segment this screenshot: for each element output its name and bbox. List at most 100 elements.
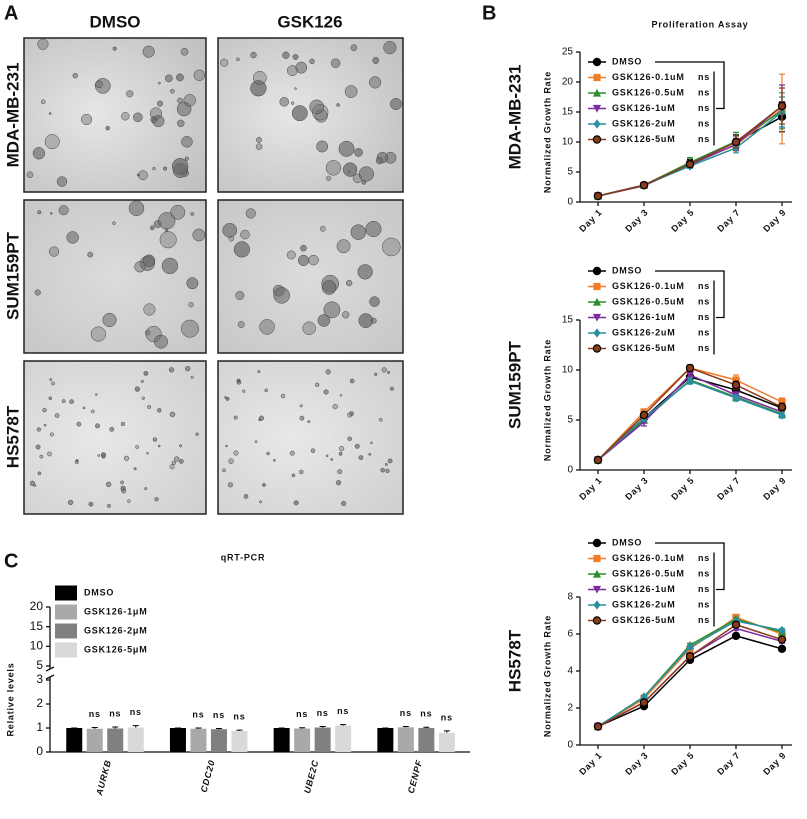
legend-marker [592,88,602,97]
legend-label: GSK126-0.5uM [612,296,685,306]
bar [335,725,352,752]
y-tick-label: 10 [30,639,44,653]
cell [299,469,304,475]
cell [186,277,199,290]
bar [418,728,435,752]
cell [76,421,82,427]
cell [339,394,343,397]
cell [105,481,112,488]
cell [140,379,144,383]
cell [299,415,305,421]
cell [134,386,140,392]
cell [149,107,163,120]
cell [383,40,397,55]
cell [295,61,308,74]
cell [372,57,380,64]
cell [240,229,250,240]
cell [144,487,148,491]
cell [225,396,230,401]
cell [250,51,257,59]
x-tick-label: Day 7 [715,750,742,777]
x-tick-label: Day 5 [669,207,696,234]
cell [286,250,296,260]
ns-label: ns [420,709,432,719]
cell [293,500,299,506]
cell [120,421,126,427]
row-label: MDA-MB-231 [3,63,22,168]
cell [29,480,36,486]
cell [170,204,186,220]
cell [330,58,341,68]
cell [190,375,194,379]
ns-label: ns [698,312,710,322]
ns-label: ns [698,343,710,353]
cell [292,54,299,60]
x-tick-label: CENPF [406,759,425,795]
cell [308,254,319,266]
cell [325,160,342,176]
cell [184,365,191,372]
y-axis-label: Normalized Growth Rate [542,615,552,737]
bar [107,728,124,752]
series-line [597,374,783,461]
cell [237,321,245,328]
ns-label: ns [698,327,710,337]
marker [593,722,603,731]
y-tick-label: 10 [562,365,574,376]
x-tick-label: Day 3 [623,475,650,502]
cell [183,94,196,107]
cell [67,499,74,506]
cell [142,254,156,267]
panel-letter: C [4,550,18,572]
cell [128,200,145,216]
cell [112,221,116,225]
cell [341,500,347,507]
cell [40,99,46,105]
cell [361,180,367,185]
cell [243,494,249,499]
cell [54,413,60,418]
cell [358,313,374,328]
cell [384,463,388,466]
cell [358,455,364,460]
legend-label: GSK126-2μM [84,625,148,635]
cell [380,467,385,473]
cell [309,58,315,65]
cell [181,319,199,338]
error-bar [236,729,243,731]
marker [639,410,649,420]
ns-label: ns [192,709,204,719]
legend-marker [592,569,602,578]
ns-label: ns [698,599,710,609]
cell [37,38,49,50]
cell [88,501,94,507]
ns-label: ns [317,708,329,718]
marker [731,380,741,390]
y-tick-label: 15 [30,619,44,633]
cell [164,74,173,83]
cell [72,72,78,79]
x-tick-label: Day 9 [761,475,788,502]
cell [338,140,355,157]
cell [152,115,165,128]
cell [192,228,206,242]
marker [639,180,649,190]
error-bar [402,726,409,728]
cell [134,261,146,273]
cell [32,147,46,160]
cell [181,136,193,148]
legend-marker [592,616,602,625]
y-tick-label: 0 [567,465,573,476]
legend-marker [592,57,602,67]
cell [357,264,373,280]
bar [377,728,394,752]
cell [349,378,355,384]
x-tick-label: Day 3 [623,750,650,777]
legend-swatch [55,585,77,601]
cell [338,451,343,456]
cell [154,497,159,502]
cell [370,317,377,324]
error-bar [215,727,222,730]
cell [47,451,52,457]
cell [344,85,358,98]
